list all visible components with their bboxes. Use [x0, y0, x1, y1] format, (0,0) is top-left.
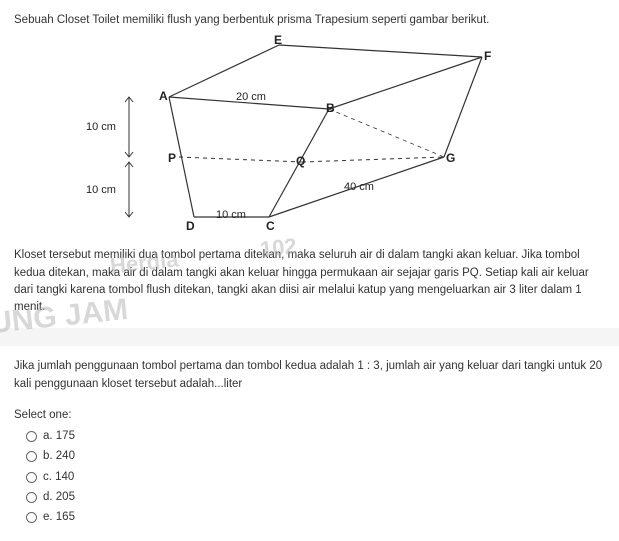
answer-area: Select one: a. 175 b. 240 c. 140 d. 205 … — [14, 407, 605, 527]
point-q: Q — [296, 152, 305, 170]
option-b-label: b. 240 — [43, 448, 75, 465]
prism-diagram: A B C D E F G P Q 20 cm 10 cm 10 cm 10 c… — [74, 37, 524, 237]
radio-icon[interactable] — [26, 492, 37, 503]
point-d: D — [186, 217, 195, 235]
dim-top: 20 cm — [236, 89, 266, 106]
followup-text: Jika jumlah penggunaan tombol pertama da… — [14, 358, 605, 393]
dim-bottom: 10 cm — [216, 207, 246, 224]
option-e-label: e. 165 — [43, 509, 75, 526]
radio-icon[interactable] — [26, 512, 37, 523]
dim-left-upper: 10 cm — [86, 119, 116, 136]
diagram-svg — [74, 37, 524, 237]
option-c-label: c. 140 — [43, 469, 74, 486]
point-f: F — [484, 47, 491, 65]
point-p: P — [168, 149, 176, 167]
select-one-label: Select one: — [14, 407, 605, 424]
point-g: G — [446, 149, 455, 167]
option-c[interactable]: c. 140 — [26, 469, 605, 486]
radio-icon[interactable] — [26, 431, 37, 442]
followup-block: Jika jumlah penggunaan tombol pertama da… — [0, 346, 619, 541]
problem-intro: Sebuah Closet Toilet memiliki flush yang… — [14, 12, 605, 29]
option-b[interactable]: b. 240 — [26, 448, 605, 465]
point-a: A — [159, 87, 168, 105]
option-e[interactable]: e. 165 — [26, 509, 605, 526]
option-d[interactable]: d. 205 — [26, 489, 605, 506]
radio-icon[interactable] — [26, 472, 37, 483]
point-b: B — [326, 99, 335, 117]
dim-depth: 40 cm — [344, 179, 374, 196]
question-block: Sebuah Closet Toilet memiliki flush yang… — [0, 0, 619, 328]
option-a-label: a. 175 — [43, 428, 75, 445]
radio-icon[interactable] — [26, 451, 37, 462]
option-d-label: d. 205 — [43, 489, 75, 506]
option-a[interactable]: a. 175 — [26, 428, 605, 445]
point-c: C — [266, 217, 275, 235]
problem-detail: Kloset tersebut memiliki dua tombol pert… — [14, 247, 605, 316]
point-e: E — [274, 31, 282, 49]
dim-left-lower: 10 cm — [86, 182, 116, 199]
